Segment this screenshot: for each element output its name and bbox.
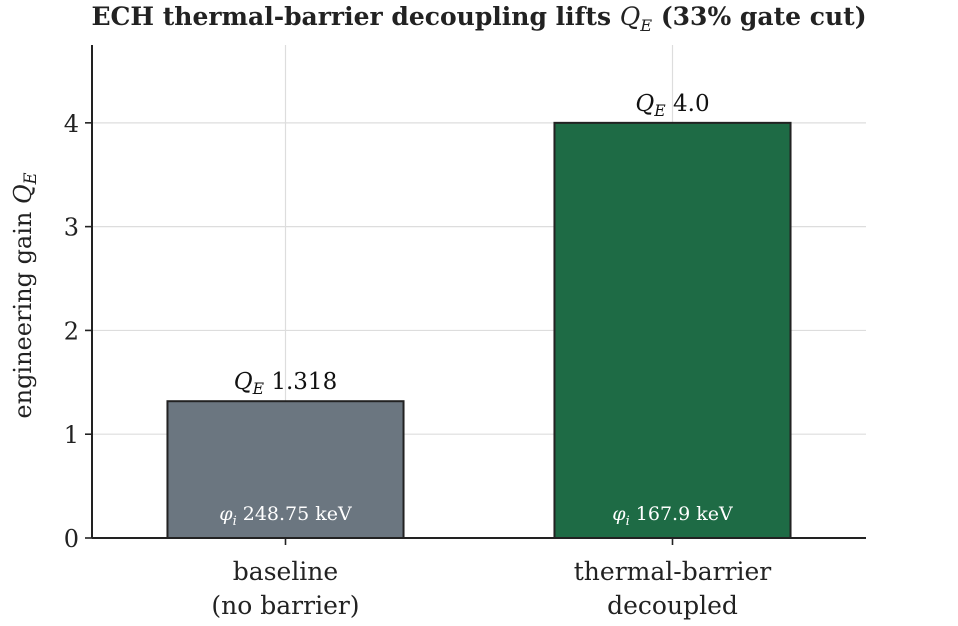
y-tick-label-0: 0	[64, 525, 79, 553]
value-label-1-symbol: Q	[635, 91, 654, 117]
inbar-label-0: φi 248.75 keV	[219, 503, 352, 529]
value-label-0-symbol: Q	[234, 369, 253, 395]
inbar-label-1-subscript: i	[626, 514, 630, 529]
x-tick-label-1-line-0: thermal-barrier	[574, 557, 772, 586]
y-axis-label-symbol: Q	[9, 184, 37, 204]
bar-layer	[166, 121, 792, 539]
y-tick-label-1: 1	[64, 421, 79, 449]
bar-1	[553, 121, 792, 539]
x-tick-label-0-line-1: (no barrier)	[211, 591, 359, 620]
value-label-1: QE 4.0	[635, 91, 709, 120]
title-prefix: ECH thermal-barrier decoupling lifts	[91, 2, 620, 31]
value-label-1-value: 4.0	[666, 91, 710, 117]
axis-layer: 0 1 2 3 4 baseline (no barrier) thermal-barrier…	[9, 45, 866, 620]
x-tick-label-1-line-1: decoupled	[607, 591, 738, 620]
inbar-label-1-symbol: φ	[612, 503, 626, 525]
inbar-label-1: φi 167.9 keV	[612, 503, 733, 529]
inbar-label-0-symbol: φ	[219, 503, 233, 525]
inbar-label-1-value: 167.9 keV	[630, 503, 733, 525]
title-math-symbol: Q	[619, 2, 641, 31]
x-tick-label-0-line-0: baseline	[233, 557, 338, 586]
inbar-label-0-value: 248.75 keV	[237, 503, 352, 525]
y-axis-label-subscript: E	[21, 172, 40, 185]
title-suffix: (33% gate cut)	[652, 2, 867, 31]
y-axis-label: engineering gain QE	[9, 172, 40, 418]
value-label-1-subscript: E	[653, 101, 666, 120]
value-label-0-subscript: E	[252, 379, 265, 398]
bar-0	[166, 400, 405, 539]
y-tick-label-2: 2	[64, 317, 79, 345]
value-label-0: QE 1.318	[234, 369, 337, 398]
y-tick-label-3: 3	[64, 214, 79, 242]
value-label-0-value: 1.318	[264, 369, 337, 395]
inbar-label-0-subscript: i	[233, 514, 237, 529]
y-axis-label-text: engineering gain	[9, 204, 37, 419]
title-math: QE	[619, 2, 652, 35]
title-math-sub: E	[640, 16, 653, 35]
y-tick-label-4: 4	[64, 110, 79, 138]
chart-title: ECH thermal-barrier decoupling lifts QE …	[0, 2, 958, 35]
